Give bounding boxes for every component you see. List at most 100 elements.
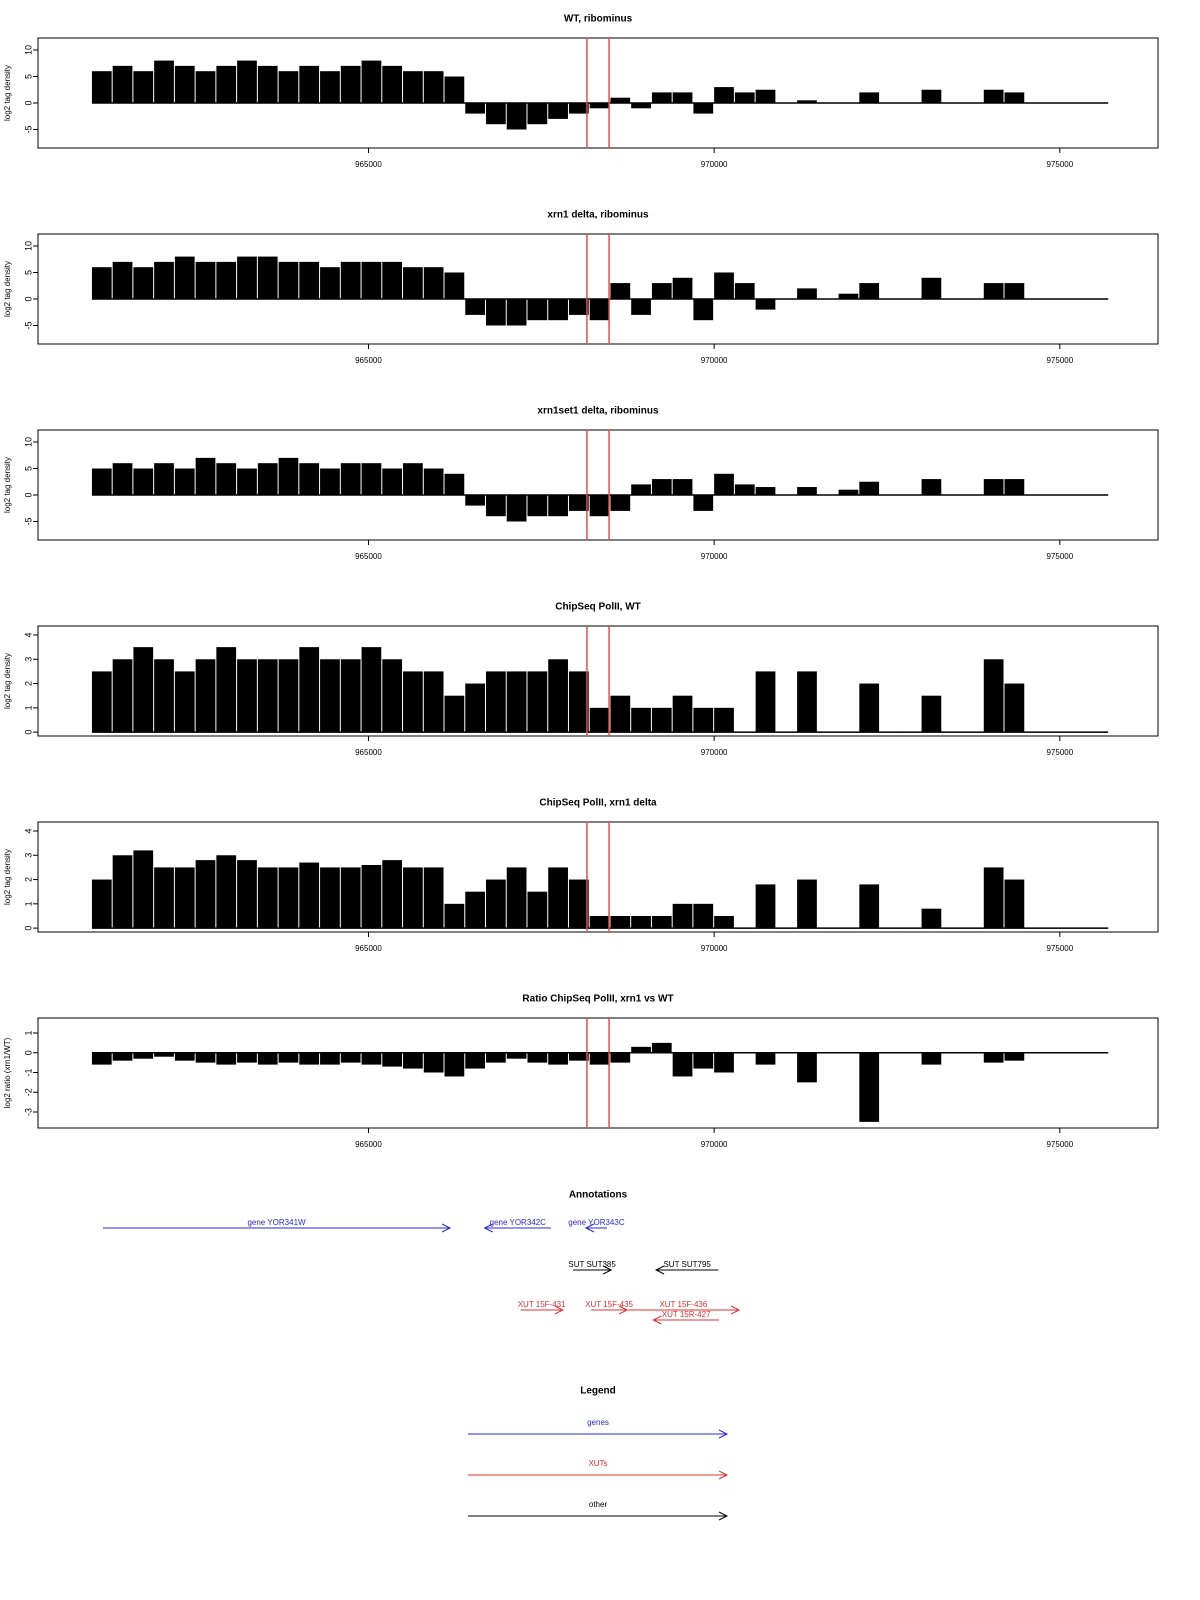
y-axis-label: log2 tag density <box>3 653 12 709</box>
bar <box>921 89 942 103</box>
bar <box>486 879 506 929</box>
bar <box>734 283 755 299</box>
bar <box>672 277 693 299</box>
bar <box>797 487 817 495</box>
bar <box>444 695 465 733</box>
bar <box>154 463 174 495</box>
x-tick-label: 970000 <box>701 944 728 953</box>
bar <box>693 903 714 929</box>
x-tick-label: 965000 <box>355 748 382 757</box>
bar <box>423 71 444 103</box>
bar <box>444 76 465 103</box>
bar <box>423 867 444 929</box>
y-tick-label: 5 <box>23 466 33 471</box>
bar <box>589 1052 610 1065</box>
x-tick-label: 975000 <box>1046 748 1073 757</box>
bar <box>983 867 1004 929</box>
y-tick-label: 0 <box>23 926 33 931</box>
bar <box>921 695 942 733</box>
bar <box>299 647 320 733</box>
bar <box>506 494 527 522</box>
bar <box>486 102 506 125</box>
bar <box>299 1052 320 1065</box>
y-tick-label: 10 <box>23 45 33 55</box>
chart-title: Ratio ChipSeq PolII, xrn1 vs WT <box>522 994 673 1005</box>
bar <box>506 102 527 130</box>
bar <box>444 272 465 299</box>
feature-label: XUT 15F-435 <box>585 1300 633 1309</box>
bar <box>278 457 299 495</box>
y-tick-label: 0 <box>23 492 33 497</box>
bar <box>320 468 340 495</box>
bar <box>631 298 651 315</box>
bar <box>610 915 631 929</box>
bar <box>154 1052 174 1057</box>
bar <box>651 707 672 733</box>
bar <box>174 256 195 299</box>
bar <box>714 915 734 929</box>
bar <box>755 1052 776 1065</box>
y-tick-label: 4 <box>23 632 33 637</box>
bar <box>174 65 195 103</box>
y-tick-label: 3 <box>23 657 33 662</box>
bar <box>651 1042 672 1053</box>
bar <box>589 494 610 517</box>
x-tick-label: 965000 <box>355 356 382 365</box>
bar <box>755 487 776 495</box>
legend-label: genes <box>587 1418 609 1427</box>
bar <box>257 65 278 103</box>
bar <box>631 707 651 733</box>
bar <box>299 862 320 929</box>
bar <box>714 707 734 733</box>
bar <box>548 494 568 517</box>
bar <box>1004 1052 1025 1061</box>
bar <box>340 659 361 733</box>
bar <box>1004 683 1025 733</box>
bar <box>797 671 817 733</box>
bar <box>921 1052 942 1065</box>
bar <box>651 92 672 103</box>
bar <box>133 850 154 929</box>
y-tick-label: 0 <box>23 100 33 105</box>
bar <box>486 298 506 326</box>
bar <box>693 707 714 733</box>
bar <box>672 1052 693 1077</box>
bar <box>423 671 444 733</box>
bar <box>486 494 506 517</box>
chart-title: ChipSeq PolII, xrn1 delta <box>539 798 657 809</box>
y-tick-label: 2 <box>23 877 33 882</box>
x-tick-label: 970000 <box>701 552 728 561</box>
bar <box>797 100 817 103</box>
bar <box>361 463 382 495</box>
bar <box>797 288 817 299</box>
plot-frame <box>37 233 1159 345</box>
bar <box>714 1052 734 1073</box>
x-tick-label: 970000 <box>701 356 728 365</box>
bar <box>465 683 485 733</box>
bar <box>672 92 693 103</box>
bar <box>91 671 112 733</box>
bar <box>320 1052 340 1065</box>
bar <box>1004 283 1025 299</box>
bar <box>112 1052 133 1061</box>
bar <box>112 463 133 495</box>
bar <box>506 867 527 929</box>
bar <box>527 1052 548 1063</box>
bar <box>257 659 278 733</box>
bar <box>672 479 693 495</box>
bar <box>859 683 880 733</box>
bar <box>672 903 693 929</box>
legend-title: Legend <box>580 1386 616 1397</box>
bar <box>382 659 403 733</box>
bar <box>693 1052 714 1069</box>
plot-frame <box>37 821 1159 933</box>
y-axis-label: log2 tag density <box>3 261 12 317</box>
bar <box>548 102 568 119</box>
bar <box>361 647 382 733</box>
bar <box>548 1052 568 1065</box>
plot-frame <box>37 1017 1159 1129</box>
bar <box>361 60 382 103</box>
bar <box>755 671 776 733</box>
bar <box>631 915 651 929</box>
